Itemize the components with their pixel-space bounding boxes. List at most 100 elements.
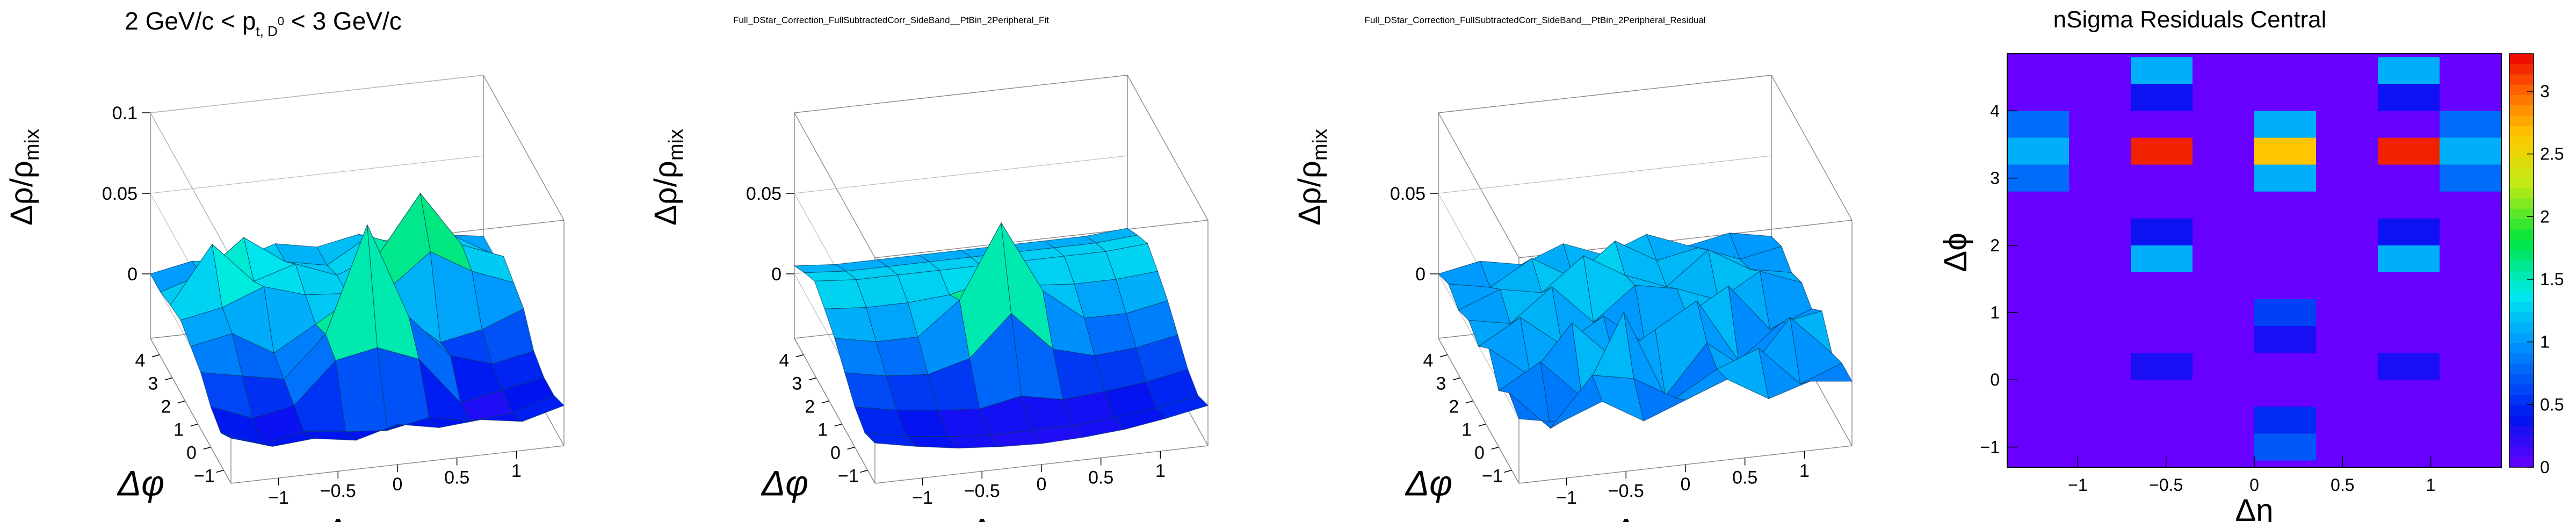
heatmap-cell <box>2131 218 2193 245</box>
frame-edge <box>794 338 875 484</box>
y-tick-label: 4 <box>135 351 145 371</box>
surface-plot-2: Full_DStar_Correction_FullSubtractedCorr… <box>644 0 1288 522</box>
colorbar-band <box>2509 426 2534 437</box>
y-tick <box>216 469 224 473</box>
y-tick-label: 1 <box>1990 303 2000 322</box>
y-tick-label: 1 <box>173 420 184 440</box>
heatmap-canvas: −1 −0.5 0 0.5 1 4 3 2 1 0 −1 Δη Δϕ 3 2.5 2 1.5 1 0.5 0 <box>1937 53 2564 522</box>
colorbar: 3 2.5 2 1.5 1 0.5 0 <box>2509 53 2564 477</box>
colorbar-band <box>2509 385 2534 395</box>
colorbar-band <box>2509 271 2534 281</box>
colorbar-band <box>2509 332 2534 344</box>
surface-cell <box>1800 363 1853 385</box>
heatmap-cell <box>2254 299 2316 327</box>
y-tick-label: 4 <box>1423 351 1433 371</box>
colorbar-band <box>2509 74 2534 85</box>
x-tick-label: 0 <box>1037 474 1047 495</box>
frame-edge <box>1438 75 1772 113</box>
z-tick-label: 0 <box>771 264 782 285</box>
heatmap-cell <box>2254 111 2316 138</box>
x-tick-label: −0.5 <box>2149 475 2183 495</box>
heatmap-plot: nSigma Residuals Central −1 −0.5 0 0.5 1 4 3 2 1… <box>1932 0 2576 522</box>
heatmap-cell <box>2007 111 2069 138</box>
heatmap-cell <box>2440 164 2501 192</box>
y-tick <box>1439 354 1448 358</box>
colorbar-tick-label: 3 <box>2540 82 2550 101</box>
colorbar-tick-label: 0 <box>2540 458 2550 477</box>
colorbar-band <box>2509 208 2534 220</box>
colorbar-band <box>2509 302 2534 313</box>
x-tick-label: 1 <box>1799 461 1810 481</box>
chart-title-1: 2 GeV/c < pt, D0 < 3 GeV/c <box>125 7 402 39</box>
y-tick <box>203 446 211 450</box>
heatmap-cell <box>2254 164 2316 192</box>
y-tick-label: 1 <box>1461 420 1472 440</box>
y-tick-label: 3 <box>792 374 802 394</box>
z-tick-label: 0 <box>1415 264 1426 285</box>
y-tick <box>151 354 160 358</box>
y-tick-label: −1 <box>1980 437 2000 456</box>
y-tick-label: −1 <box>1482 466 1503 486</box>
colorbar-band <box>2509 115 2534 127</box>
y-tick-label: 3 <box>148 374 158 394</box>
y-tick <box>177 400 185 404</box>
colorbar-band <box>2509 147 2534 157</box>
colorbar-band <box>2509 126 2534 137</box>
y-tick <box>834 423 842 427</box>
colorbar-band <box>2509 198 2534 209</box>
frame-edge <box>483 75 565 221</box>
x-tick-label: −1 <box>1556 488 1577 508</box>
surface-cell <box>511 395 565 422</box>
x-tick-label: 0 <box>2249 475 2259 495</box>
heatmap-cell <box>2254 326 2316 353</box>
surface-mesh <box>150 192 565 447</box>
y-tick-label: 0 <box>830 443 841 463</box>
colorbar-band <box>2509 64 2534 75</box>
y-tick <box>1491 446 1499 450</box>
colorbar-band <box>2509 322 2534 334</box>
colorbar-band <box>2509 456 2534 468</box>
y-tick <box>1452 377 1461 381</box>
y-tick <box>1465 400 1473 404</box>
x-tick-label: 0.5 <box>2331 475 2354 495</box>
x-tick-label: −1 <box>912 488 933 508</box>
y-axis-title: Δφ <box>761 463 808 503</box>
colorbar-band <box>2509 157 2534 168</box>
heatmap-cell <box>2378 84 2440 111</box>
colorbar-band <box>2509 84 2534 96</box>
y-tick <box>190 423 198 427</box>
x-tick-label: 1 <box>511 461 522 481</box>
x-axis-title: Δη <box>1615 512 1656 522</box>
x-tick-label: 0.5 <box>1732 468 1757 488</box>
y-tick <box>1504 469 1512 473</box>
y-tick-label: 2 <box>805 397 815 417</box>
x-tick-label: −1 <box>268 488 289 508</box>
colorbar-band <box>2509 250 2534 261</box>
x-tick-label: −0.5 <box>1608 481 1644 502</box>
heatmap-cell <box>2131 353 2193 380</box>
colorbar-tick-label: 1.5 <box>2540 270 2564 289</box>
y-axis-title: Δφ <box>1405 463 1452 503</box>
x-axis-title: Δη <box>327 512 368 522</box>
colorbar-band <box>2509 188 2534 199</box>
x-tick-label: 0 <box>1681 474 1691 495</box>
heatmap-cell <box>2378 218 2440 245</box>
y-tick-label: 0 <box>1990 370 2000 389</box>
colorbar-band <box>2509 405 2534 416</box>
heatmap-cell <box>2131 57 2193 84</box>
heatmap-cell <box>2378 137 2440 165</box>
heatmap-axes: −1 −0.5 0 0.5 1 4 3 2 1 0 −1 Δη Δϕ <box>1937 101 2435 522</box>
frame-edge <box>1438 112 1519 258</box>
colorbar-band <box>2509 95 2534 106</box>
colorbar-frame <box>2509 53 2534 468</box>
heatmap-cell <box>2378 353 2440 380</box>
x-tick-label: 0 <box>393 474 403 495</box>
frame-edge <box>1127 75 1209 221</box>
z-tick-label: 0.05 <box>102 184 138 204</box>
